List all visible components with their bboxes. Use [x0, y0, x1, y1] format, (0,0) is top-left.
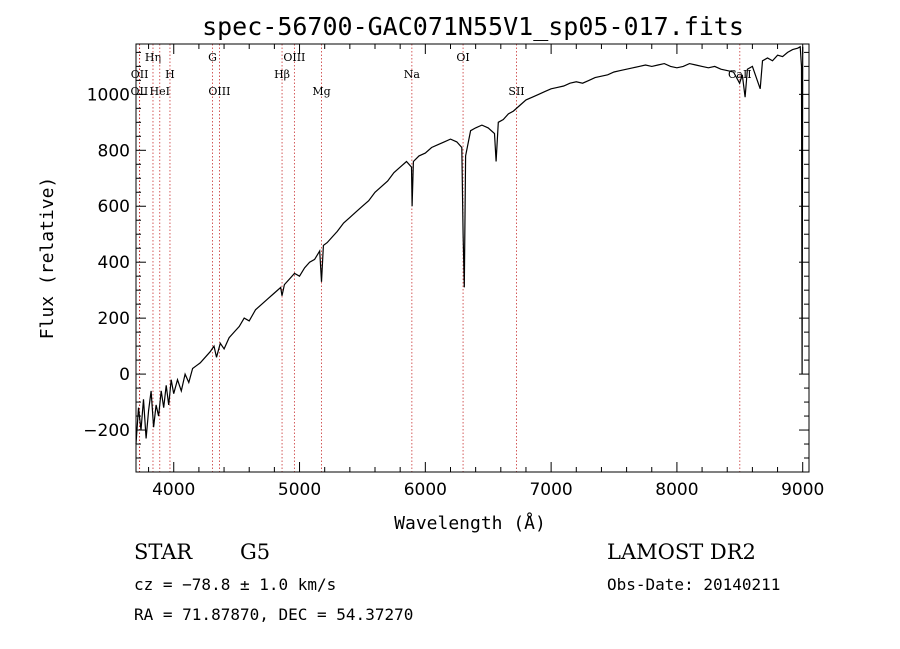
plot-frame: [135, 43, 810, 473]
spectral-line-label: H: [165, 68, 175, 81]
spectral-line-label: G: [208, 51, 217, 64]
observation-date: Obs-Date: 20140211: [607, 575, 780, 594]
y-tick-label: 1000: [87, 85, 130, 105]
spectral-line-label: Hβ: [274, 68, 290, 81]
y-tick-label: −200: [83, 421, 130, 441]
spectral-line-label: OI: [456, 51, 469, 64]
spectrum-line: [135, 45, 804, 445]
spectral-line-label: SII: [508, 85, 524, 98]
x-tick-label: 7000: [529, 480, 572, 500]
spectral-line-label: OIII: [208, 85, 230, 98]
object-class: STAR: [134, 540, 193, 564]
y-axis: −200 0 200 400 600 800 1000: [83, 51, 809, 459]
y-axis-label: Flux (relative): [37, 177, 58, 340]
survey-name: LAMOST DR2: [607, 540, 756, 564]
y-tick-label: 200: [98, 309, 130, 329]
spectral-line-label: CaII: [728, 68, 752, 81]
x-axis: 4000 5000 6000 7000 8000 9000: [148, 44, 824, 500]
spectral-line-label: OIII: [283, 51, 305, 64]
x-tick-label: 4000: [152, 480, 195, 500]
spectral-line-label: Hη: [145, 51, 161, 64]
spectral-line-label: OII: [131, 68, 149, 81]
x-axis-label: Wavelength (Å): [394, 512, 546, 534]
x-tick-label: 6000: [404, 480, 447, 500]
spectral-line-label: Mg: [312, 85, 330, 98]
x-tick-label: 5000: [278, 480, 321, 500]
y-tick-label: 400: [98, 253, 130, 273]
x-tick-label: 9000: [781, 480, 824, 500]
coordinates: RA = 71.87870, DEC = 54.37270: [134, 605, 413, 624]
y-tick-label: 800: [98, 141, 130, 161]
chart-title: spec-56700-GAC071N55V1_sp05-017.fits: [202, 12, 744, 41]
spectral-line-label: Na: [404, 68, 421, 81]
spectral-line-label: HeI: [150, 85, 170, 98]
object-subclass: G5: [240, 540, 270, 564]
y-tick-label: 0: [119, 365, 130, 385]
redshift-velocity: cz = −78.8 ± 1.0 km/s: [134, 575, 336, 594]
x-tick-label: 8000: [655, 480, 698, 500]
y-tick-label: 600: [98, 197, 130, 217]
